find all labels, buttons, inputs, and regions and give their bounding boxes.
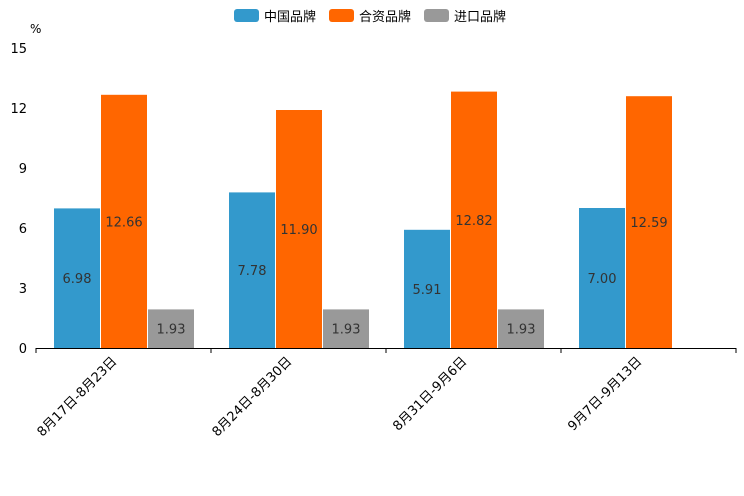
bar-value-label: 12.66 — [105, 215, 142, 230]
bars: 6.98 12.66 1.93 7.78 11.90 1.93 5.91 12.82 1.93 7… — [54, 91, 672, 348]
legend-label: 中国品牌 — [264, 9, 316, 25]
legend-swatch — [424, 9, 449, 22]
bar-value-label: 11.90 — [280, 223, 317, 238]
legend: 中国品牌 合资品牌 进口品牌 — [234, 9, 506, 25]
y-tick-label: 12 — [10, 102, 27, 117]
bar — [54, 208, 100, 348]
y-tick-label: 3 — [19, 282, 27, 297]
bar — [229, 192, 275, 348]
bar-value-label: 12.82 — [455, 214, 492, 229]
x-tick-label: 8月31日-9月6日 — [390, 354, 470, 434]
bar — [498, 309, 544, 348]
legend-label: 进口品牌 — [454, 9, 506, 25]
legend-swatch — [329, 9, 354, 22]
bar-value-label: 12.59 — [630, 216, 667, 231]
x-tick-label: 8月24日-8月30日 — [210, 354, 296, 440]
y-axis: 0 3 6 9 12 15 — [10, 42, 27, 357]
bar-value-label: 1.93 — [332, 323, 361, 338]
y-axis-unit-label: % — [30, 22, 41, 36]
bar-value-label: 1.93 — [507, 323, 536, 338]
x-tick-label: 9月7日-9月13日 — [565, 354, 645, 434]
bar — [148, 309, 194, 348]
bar — [404, 229, 450, 348]
y-tick-label: 9 — [19, 162, 27, 177]
legend-label: 合资品牌 — [359, 9, 411, 25]
bar-value-label: 6.98 — [63, 272, 92, 287]
y-tick-label: 15 — [10, 42, 27, 57]
x-axis: 8月17日-8月23日 8月24日-8月30日 8月31日-9月6日 9月7日-9月1… — [35, 348, 737, 440]
bar — [101, 94, 147, 348]
bar — [451, 91, 497, 348]
bar-value-label: 1.93 — [157, 323, 186, 338]
bar — [579, 208, 625, 348]
bar — [626, 96, 672, 348]
bar — [323, 309, 369, 348]
x-tick-label: 8月17日-8月23日 — [35, 354, 121, 440]
bar-value-label: 7.00 — [588, 272, 617, 287]
y-tick-label: 0 — [19, 342, 27, 357]
y-tick-label: 6 — [19, 222, 27, 237]
bar — [276, 110, 322, 348]
bar-value-label: 5.91 — [413, 283, 442, 298]
bar-value-label: 7.78 — [238, 264, 267, 279]
legend-swatch — [234, 9, 259, 22]
